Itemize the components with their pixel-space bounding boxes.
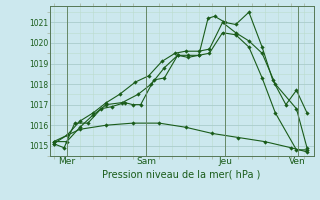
X-axis label: Pression niveau de la mer( hPa ): Pression niveau de la mer( hPa ): [102, 169, 261, 179]
